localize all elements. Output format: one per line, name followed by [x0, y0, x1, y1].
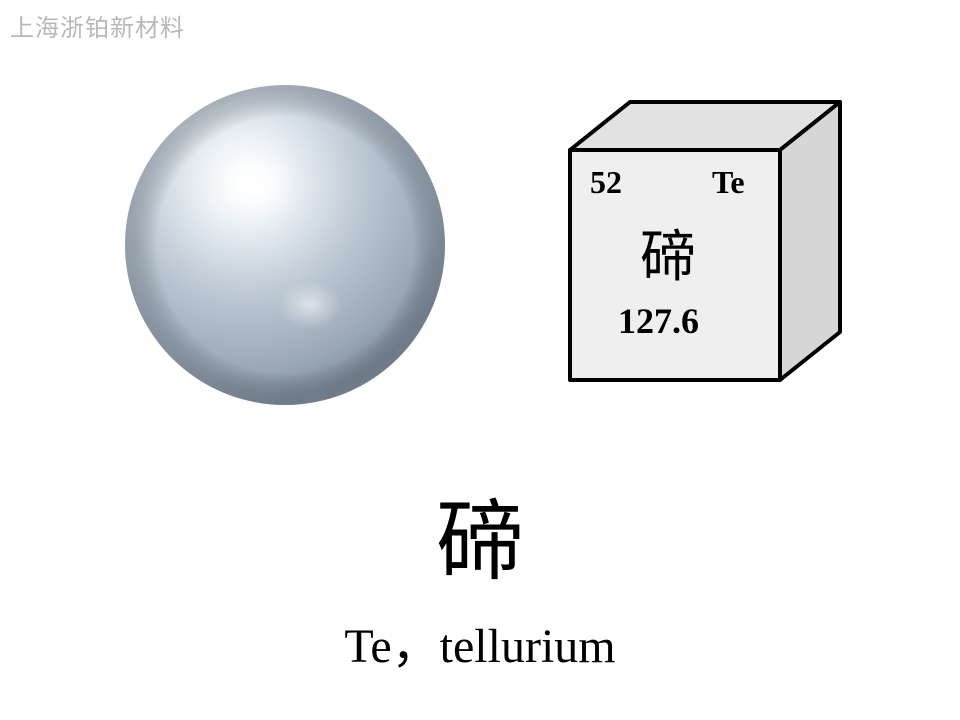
element-name-cn-cube: 碲	[640, 212, 696, 293]
atomic-number: 52	[590, 164, 622, 201]
sphere-svg	[120, 80, 450, 410]
cube-svg	[540, 90, 860, 400]
element-symbol: Te	[712, 164, 745, 201]
atomic-mass: 127.6	[618, 300, 699, 342]
title-block: 碲 Te，tellurium	[0, 500, 960, 676]
element-cube: 52 Te 碲 127.6	[540, 90, 860, 400]
title-chinese: 碲	[0, 500, 960, 588]
title-english: Te，tellurium	[0, 606, 960, 676]
element-sphere	[120, 80, 450, 410]
watermark-text: 上海浙铂新材料	[10, 8, 185, 43]
